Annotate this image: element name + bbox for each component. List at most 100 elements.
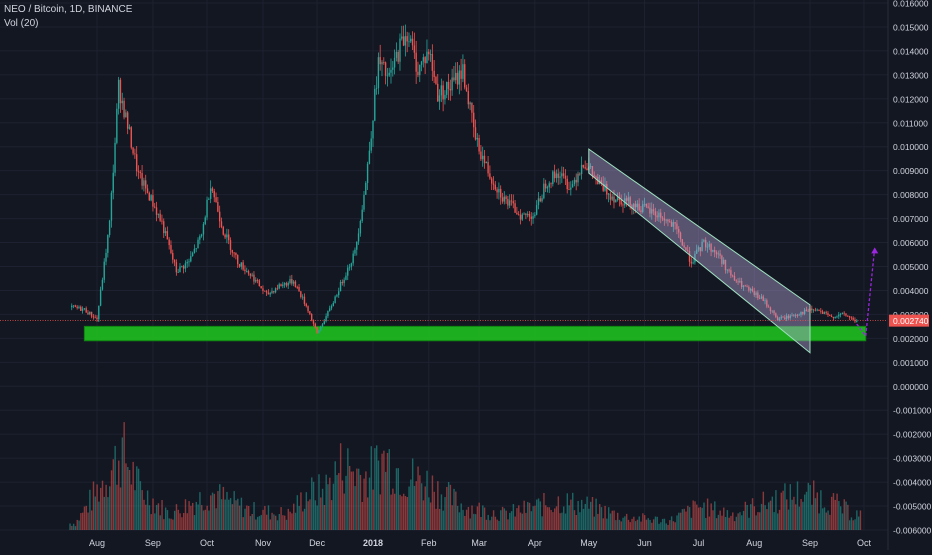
candle-body bbox=[796, 314, 799, 316]
volume-bar bbox=[172, 519, 174, 530]
volume-bar bbox=[498, 520, 500, 530]
candle-body bbox=[643, 203, 646, 205]
volume-bar bbox=[184, 499, 187, 530]
candle-body bbox=[85, 308, 87, 313]
volume-bar bbox=[444, 497, 446, 530]
volume-bar bbox=[791, 499, 793, 530]
candle-body bbox=[334, 296, 336, 303]
candle-body bbox=[508, 200, 511, 206]
candle-body bbox=[665, 219, 667, 221]
candle-body bbox=[535, 205, 538, 215]
volume-bar bbox=[242, 517, 244, 530]
volume-bar bbox=[426, 470, 428, 530]
volume-bar bbox=[383, 450, 385, 530]
volume-bar bbox=[512, 504, 515, 530]
volume-bar bbox=[146, 490, 149, 530]
volume-bar bbox=[302, 511, 304, 530]
candle-body bbox=[83, 308, 86, 310]
volume-bar bbox=[298, 505, 300, 530]
candle-body bbox=[110, 192, 113, 221]
volume-bar bbox=[787, 509, 790, 530]
candle-body bbox=[348, 266, 351, 268]
candle-body bbox=[827, 313, 829, 315]
candle-body bbox=[354, 249, 356, 254]
volume-bar bbox=[586, 496, 588, 530]
volume-bar bbox=[85, 505, 87, 530]
candle-body bbox=[672, 222, 675, 227]
volume-bar bbox=[76, 519, 78, 530]
volume-bar bbox=[446, 486, 448, 530]
volume-bar bbox=[546, 507, 549, 530]
candle-body bbox=[356, 241, 358, 250]
candle-body bbox=[654, 211, 657, 216]
volume-bar bbox=[87, 512, 89, 530]
candle-body bbox=[474, 127, 477, 140]
candle-body bbox=[375, 87, 378, 89]
volume-bar bbox=[552, 512, 554, 530]
volume-bar bbox=[568, 505, 570, 530]
volume-bar bbox=[669, 520, 671, 530]
volume-bar bbox=[352, 471, 354, 530]
volume-bar bbox=[375, 445, 378, 530]
volume-indicator-label[interactable]: Vol (20) bbox=[4, 18, 39, 29]
volume-bar bbox=[404, 496, 407, 530]
candle-body bbox=[802, 312, 804, 314]
candle-body bbox=[175, 262, 178, 273]
candle-body bbox=[744, 285, 746, 287]
channel-layer[interactable] bbox=[0, 148, 888, 354]
descending-channel bbox=[588, 148, 811, 354]
x-tick-label: 2018 bbox=[363, 538, 383, 548]
candle-body bbox=[775, 313, 777, 318]
projection-arrow-layer[interactable] bbox=[856, 247, 879, 338]
candle-body bbox=[544, 183, 547, 189]
volume-bar bbox=[643, 515, 646, 530]
volume-bar bbox=[809, 485, 811, 530]
volume-bar bbox=[377, 460, 380, 530]
volume-bar bbox=[462, 509, 464, 530]
candle-body bbox=[139, 172, 141, 174]
candle-body bbox=[247, 271, 250, 274]
candle-body bbox=[415, 52, 417, 72]
volume-bar bbox=[539, 501, 542, 530]
candle-body bbox=[296, 286, 298, 288]
candle-body bbox=[310, 314, 313, 321]
volume-bar bbox=[696, 504, 698, 530]
volume-bar bbox=[164, 507, 167, 530]
volume-bar bbox=[402, 493, 405, 530]
volume-bar bbox=[269, 519, 271, 530]
support-zone-layer[interactable] bbox=[83, 325, 867, 342]
volume-bar bbox=[246, 505, 248, 530]
candle-body bbox=[798, 314, 800, 316]
candle-body bbox=[469, 102, 471, 105]
volume-bar bbox=[80, 513, 82, 530]
candle-body bbox=[319, 326, 322, 331]
support-zone bbox=[83, 325, 867, 342]
candle-body bbox=[200, 234, 203, 237]
symbol-label[interactable]: NEO / Bitcoin, 1D, BINANCE bbox=[4, 4, 133, 15]
candle-body bbox=[658, 212, 660, 218]
volume-bar bbox=[660, 522, 662, 530]
time-axis[interactable]: Aug Sep Oct Nov Dec 2018 Feb Mar Apr May Jun Jul Aug… bbox=[89, 538, 871, 548]
volume-bar bbox=[101, 480, 104, 530]
candle-body bbox=[620, 200, 622, 205]
candle-body bbox=[224, 234, 226, 238]
volume-bar bbox=[795, 504, 797, 530]
volume-bar bbox=[449, 484, 452, 530]
candle-body bbox=[771, 310, 773, 312]
candle-body bbox=[343, 279, 345, 284]
candle-body bbox=[852, 317, 854, 320]
candle-body bbox=[829, 314, 831, 316]
volume-bar bbox=[579, 512, 581, 530]
volume-bar bbox=[92, 481, 95, 530]
y-tick-label: 0.011000 bbox=[893, 118, 928, 128]
y-tick-label: 0.015000 bbox=[893, 22, 929, 32]
candle-body bbox=[197, 239, 199, 249]
candle-body bbox=[807, 310, 809, 312]
candle-body bbox=[731, 275, 734, 277]
candle-body bbox=[222, 227, 224, 235]
volume-bar bbox=[786, 499, 788, 530]
candle-body bbox=[838, 314, 840, 317]
volume-bar bbox=[251, 514, 253, 530]
